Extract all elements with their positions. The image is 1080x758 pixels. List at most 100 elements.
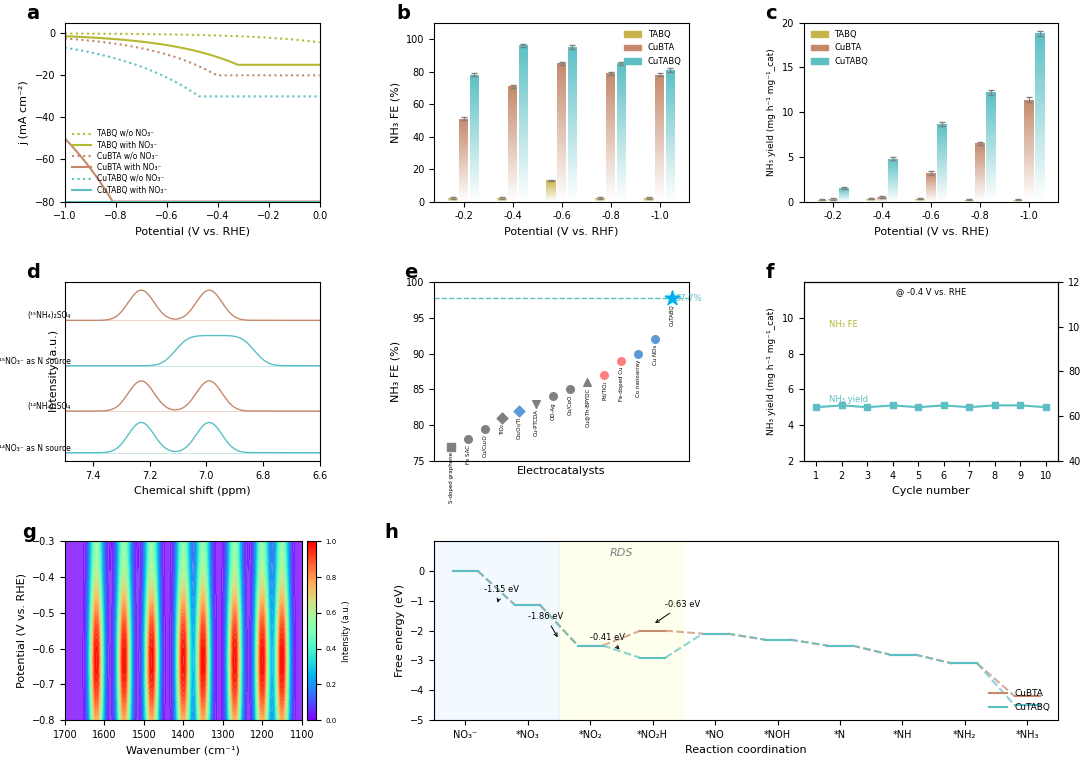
Bar xyxy=(508,93,517,94)
Bar xyxy=(937,201,947,202)
Bar xyxy=(1035,52,1044,54)
Bar xyxy=(557,152,566,153)
Bar xyxy=(1035,123,1044,124)
Bar xyxy=(986,93,996,95)
Bar xyxy=(557,119,566,120)
Y-axis label: Free energy (eV): Free energy (eV) xyxy=(394,584,405,677)
Bar xyxy=(654,99,664,100)
Bar xyxy=(567,143,577,145)
Bar xyxy=(617,67,626,69)
Bar xyxy=(665,155,675,157)
Bar xyxy=(518,124,528,125)
Bar xyxy=(459,182,469,183)
Bar xyxy=(986,142,996,143)
Bar xyxy=(459,138,469,139)
Bar xyxy=(470,76,480,77)
Bar xyxy=(1024,187,1034,188)
Bar xyxy=(606,180,616,181)
Bar xyxy=(459,173,469,174)
NH₃ yield xyxy=(912,402,924,412)
Bar xyxy=(518,139,528,141)
Bar xyxy=(508,147,517,149)
Bar xyxy=(567,197,577,199)
Bar xyxy=(508,91,517,92)
Bar xyxy=(617,135,626,136)
Bar xyxy=(1035,193,1044,195)
Bar xyxy=(1035,159,1044,161)
Bar xyxy=(1024,111,1034,112)
Bar xyxy=(986,183,996,184)
Bar xyxy=(1035,76,1044,77)
Text: @ -0.4 V vs. RHE: @ -0.4 V vs. RHE xyxy=(896,287,967,296)
Bar xyxy=(557,189,566,190)
Text: ¹⁵NO₃⁻ as N source: ¹⁵NO₃⁻ as N source xyxy=(0,357,70,366)
Bar xyxy=(1035,136,1044,138)
Bar xyxy=(1035,72,1044,74)
Bar xyxy=(459,197,469,199)
Bar xyxy=(508,105,517,106)
Bar xyxy=(470,111,480,113)
Bar xyxy=(508,133,517,135)
Bar xyxy=(557,83,566,84)
Bar xyxy=(508,139,517,140)
Bar xyxy=(459,146,469,147)
Bar xyxy=(937,195,947,196)
Bar xyxy=(1035,130,1044,131)
Bar xyxy=(557,113,566,114)
Bar xyxy=(665,79,675,80)
Bar xyxy=(567,163,577,164)
Bar xyxy=(606,154,616,155)
Bar xyxy=(617,153,626,155)
Bar xyxy=(470,164,480,166)
Bar xyxy=(508,157,517,158)
Bar xyxy=(665,73,675,74)
Bar xyxy=(1024,190,1034,191)
Bar xyxy=(986,161,996,162)
Bar xyxy=(617,141,626,143)
Bar xyxy=(1035,190,1044,192)
Bar xyxy=(606,191,616,193)
Bar xyxy=(567,121,577,123)
Bar xyxy=(1024,185,1034,186)
Bar xyxy=(665,190,675,191)
Bar xyxy=(567,105,577,106)
Bar xyxy=(1035,127,1044,130)
Bar xyxy=(1035,108,1044,109)
NH₃ yield xyxy=(1014,401,1027,410)
Y-axis label: Intensity (a.u.): Intensity (a.u.) xyxy=(342,600,351,662)
Bar xyxy=(665,178,675,179)
Bar xyxy=(567,49,577,50)
Bar xyxy=(518,130,528,131)
Bar xyxy=(470,186,480,187)
Bar xyxy=(470,86,480,87)
Bar xyxy=(606,148,616,149)
Bar xyxy=(1035,80,1044,82)
Bar xyxy=(567,166,577,168)
Bar xyxy=(1035,42,1044,43)
Bar xyxy=(508,94,517,96)
Bar xyxy=(518,108,528,109)
Bar xyxy=(665,128,675,129)
Bar xyxy=(986,195,996,196)
Bar xyxy=(1035,114,1044,116)
Bar xyxy=(654,200,664,202)
Bar xyxy=(508,144,517,145)
Bar xyxy=(937,187,947,188)
Bar xyxy=(567,74,577,75)
Bar xyxy=(654,102,664,104)
Bar xyxy=(567,157,577,158)
Bar xyxy=(937,188,947,189)
Text: Co nanoarray: Co nanoarray xyxy=(635,359,640,396)
Bar xyxy=(1024,166,1034,167)
Bar xyxy=(986,117,996,119)
Bar xyxy=(470,139,480,141)
Bar xyxy=(937,133,947,134)
Bar xyxy=(937,134,947,135)
Bar xyxy=(557,192,566,193)
X-axis label: Potential (V vs. RHF): Potential (V vs. RHF) xyxy=(504,227,619,236)
Bar xyxy=(557,143,566,145)
Bar xyxy=(606,98,616,99)
Bar xyxy=(518,52,528,53)
Bar xyxy=(1035,121,1044,123)
Bar xyxy=(518,111,528,113)
